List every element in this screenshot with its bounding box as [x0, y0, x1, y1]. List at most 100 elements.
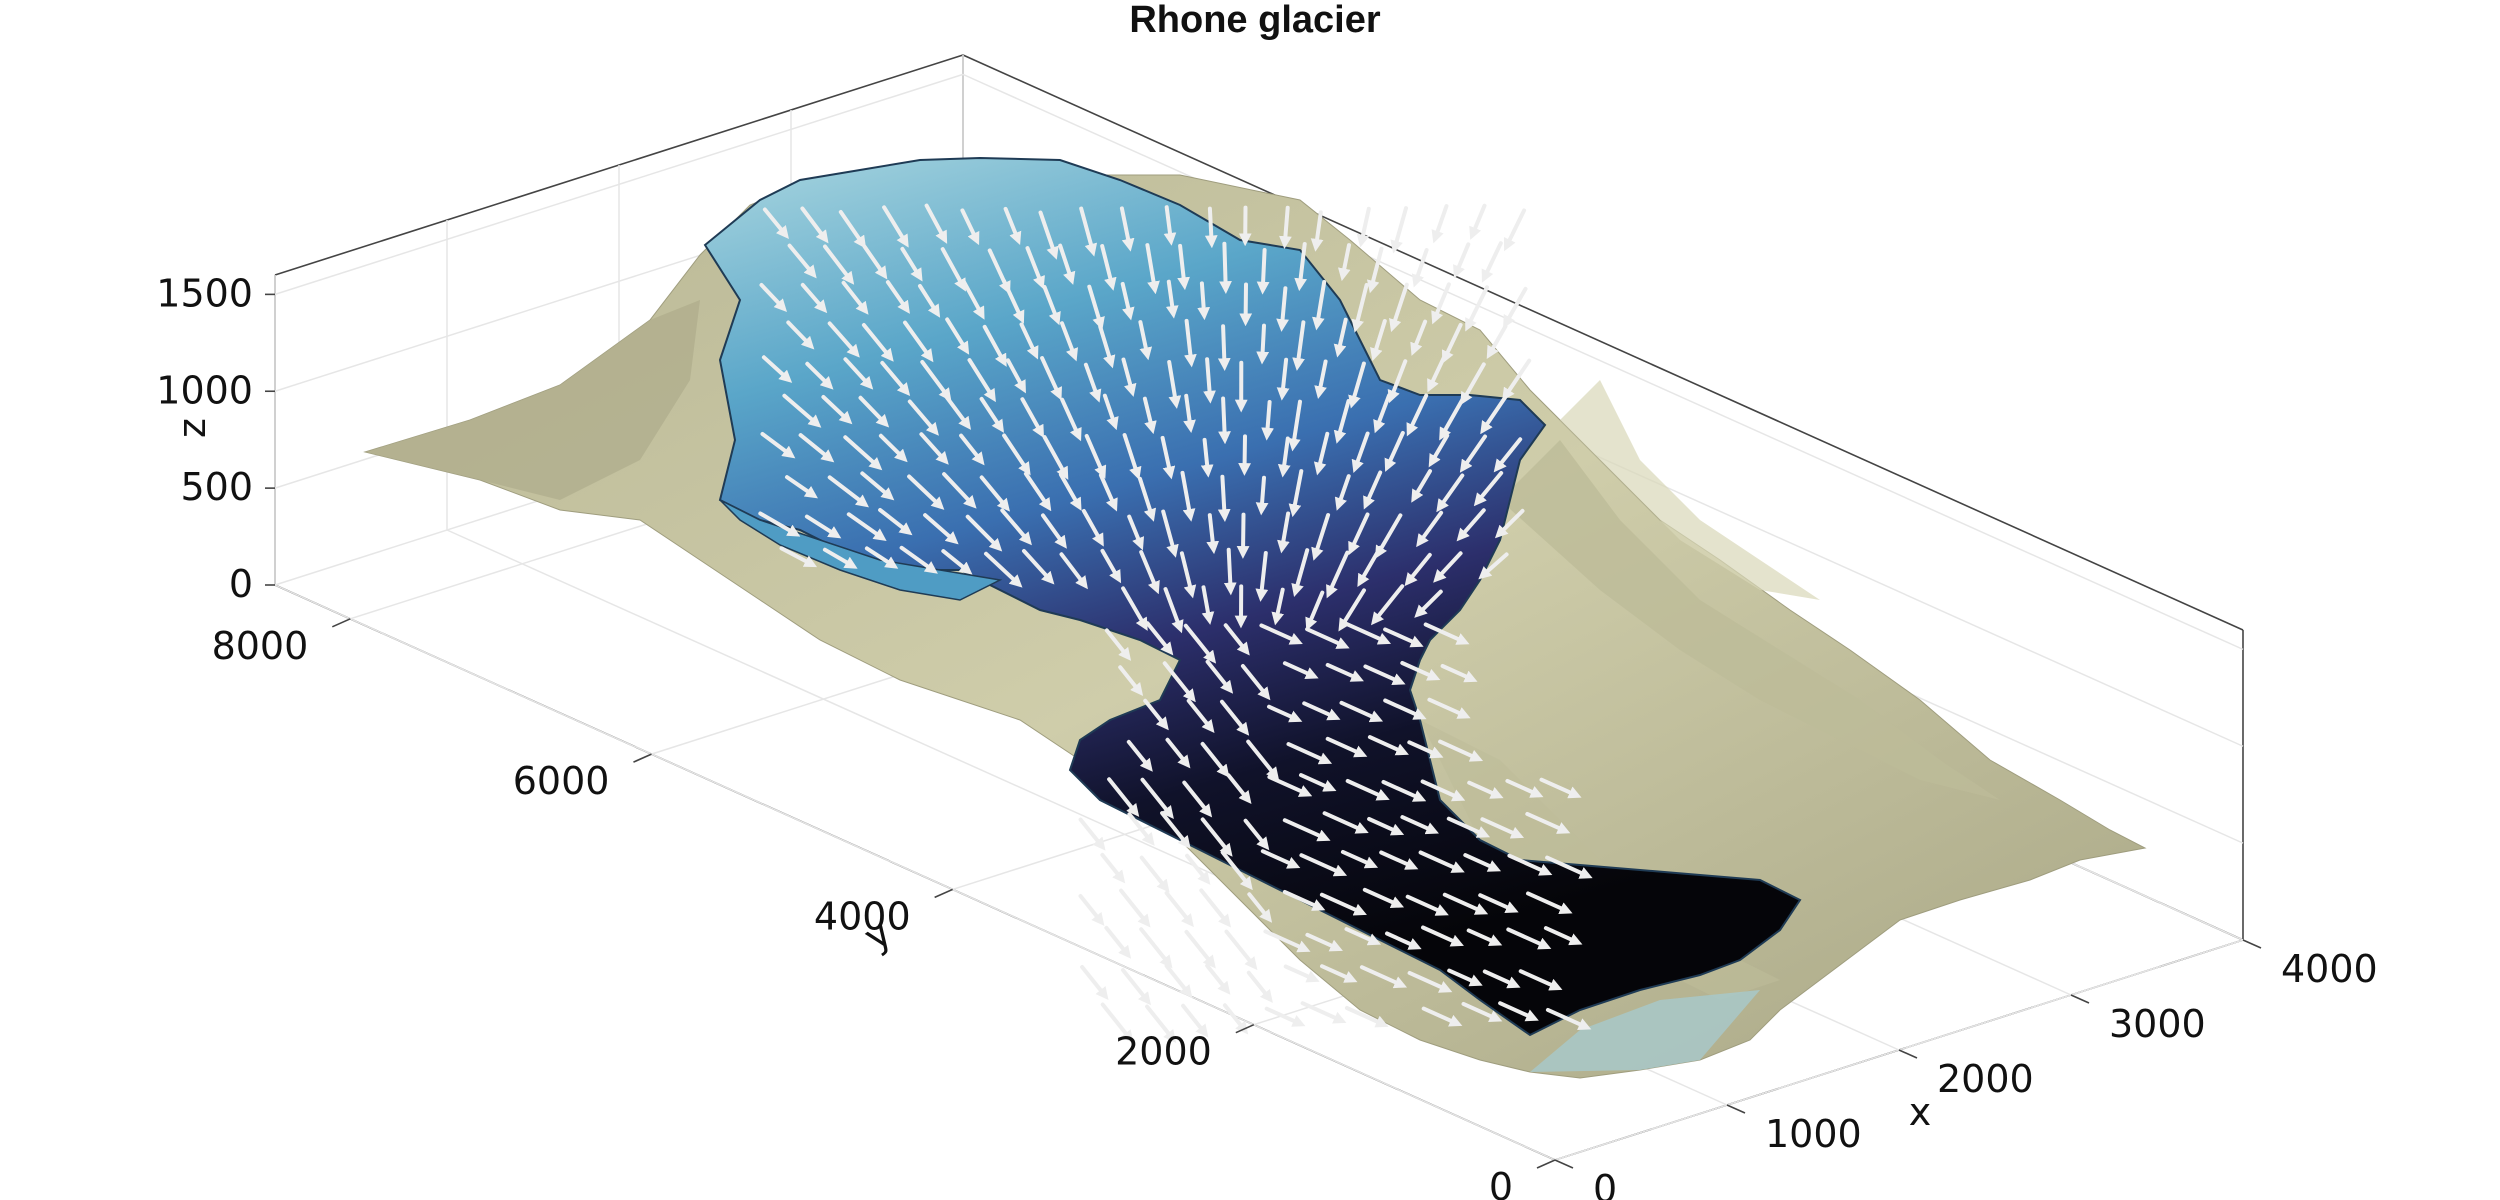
velocity-arrow	[1142, 396, 1157, 435]
velocity-arrow	[762, 207, 789, 239]
velocity-arrow	[1320, 964, 1358, 983]
velocity-arrow	[1121, 968, 1151, 1006]
velocity-arrow	[1179, 551, 1197, 599]
velocity-arrow	[1390, 206, 1408, 254]
velocity-arrow	[1119, 206, 1135, 252]
velocity-arrow	[1460, 362, 1486, 406]
velocity-arrow	[1161, 509, 1179, 558]
velocity-arrow	[1160, 435, 1176, 480]
velocity-arrow	[1259, 623, 1303, 645]
velocity-arrow	[1200, 437, 1214, 478]
velocity-arrow	[1310, 210, 1324, 252]
velocity-arrow	[1502, 358, 1532, 401]
velocity-arrow	[1164, 891, 1194, 928]
velocity-arrow	[900, 246, 923, 282]
velocity-arrow	[1186, 698, 1215, 733]
velocity-arrow	[1357, 545, 1383, 588]
velocity-arrow	[1038, 210, 1059, 260]
velocity-arrow	[924, 203, 948, 244]
velocity-arrow	[1438, 739, 1484, 762]
velocity-arrow	[1145, 1004, 1177, 1043]
velocity-arrow	[1411, 248, 1429, 288]
velocity-arrow	[1299, 773, 1337, 792]
velocity-arrow	[1261, 400, 1274, 441]
velocity-arrow	[1311, 513, 1331, 561]
velocity-arrow	[1325, 736, 1368, 758]
velocity-arrow	[1104, 628, 1132, 661]
velocity-arrow	[1201, 585, 1215, 625]
velocity-arrow	[1276, 357, 1290, 401]
velocity-arrow	[1469, 203, 1487, 240]
velocity-arrow	[1486, 324, 1508, 360]
velocity-arrow	[1200, 817, 1233, 857]
velocity-arrow	[1100, 548, 1122, 584]
velocity-arrow	[759, 283, 787, 312]
velocity-arrow	[1423, 622, 1470, 645]
velocity-arrow	[1427, 355, 1446, 393]
velocity-arrow	[1217, 324, 1231, 371]
velocity-arrow	[1348, 361, 1366, 409]
z-gridline	[274, 73, 964, 296]
velocity-arrow	[1119, 888, 1151, 928]
velocity-arrow	[1447, 968, 1483, 987]
velocity-arrow	[1081, 509, 1104, 547]
velocity-arrow	[1287, 399, 1302, 452]
velocity-arrow	[1351, 283, 1369, 333]
z-tick-label: 500	[180, 465, 253, 509]
velocity-arrow	[1371, 584, 1405, 626]
velocity-arrow	[1384, 431, 1405, 472]
velocity-arrow	[1182, 780, 1213, 818]
velocity-arrow	[1351, 431, 1370, 474]
velocity-arrow	[1163, 205, 1177, 246]
y-tick-label: 6000	[513, 759, 610, 803]
velocity-arrow	[1167, 360, 1182, 409]
velocity-arrow	[1421, 1006, 1463, 1027]
velocity-arrow	[1083, 362, 1102, 403]
velocity-arrow	[1080, 965, 1109, 1000]
velocity-arrow	[1181, 1003, 1209, 1038]
velocity-arrow	[1020, 397, 1045, 438]
velocity-arrow	[779, 546, 818, 568]
velocity-arrow	[1126, 739, 1153, 772]
z-tick-label: 1000	[156, 368, 253, 412]
velocity-arrow	[1143, 698, 1169, 731]
velocity-arrow	[1302, 701, 1341, 721]
x-axis: 0 1000 2000 3000 4000	[1554, 939, 2378, 1200]
velocity-arrow	[1418, 850, 1465, 873]
velocity-arrow	[1414, 589, 1443, 618]
y-tick	[1536, 1159, 1556, 1169]
velocity-arrow	[1121, 357, 1137, 397]
velocity-arrow	[1305, 590, 1325, 631]
velocity-arrow	[1389, 282, 1409, 333]
velocity-arrow	[1102, 393, 1119, 431]
velocity-arrow	[1218, 396, 1231, 445]
velocity-arrow	[1003, 206, 1022, 245]
velocity-arrow	[984, 551, 1023, 588]
velocity-arrow	[1381, 780, 1427, 802]
velocity-arrow	[1463, 853, 1502, 872]
velocity-arrow	[786, 320, 815, 350]
velocity-arrow	[1163, 587, 1184, 634]
velocity-arrow	[785, 475, 818, 499]
velocity-arrow	[941, 549, 973, 575]
velocity-arrow	[1042, 284, 1061, 326]
velocity-arrow	[1400, 661, 1441, 681]
velocity-arrow	[960, 208, 980, 246]
velocity-arrow	[1503, 286, 1528, 329]
velocity-arrow	[1256, 323, 1270, 365]
velocity-arrow	[1465, 285, 1489, 332]
z-tick-label: 0	[229, 562, 253, 606]
velocity-arrow	[798, 433, 835, 463]
velocity-arrow	[1288, 469, 1304, 518]
velocity-arrow	[1366, 246, 1384, 294]
velocity-arrow	[758, 511, 801, 537]
velocity-arrow	[1139, 927, 1173, 969]
velocity-arrow	[1400, 815, 1439, 835]
velocity-arrow	[1226, 773, 1252, 805]
velocity-arrow	[1340, 849, 1379, 869]
z-axis-label: z	[170, 418, 214, 438]
velocity-arrow	[827, 475, 869, 508]
velocity-arrow	[1121, 586, 1148, 631]
velocity-arrow	[1041, 513, 1067, 549]
velocity-arrow	[1220, 699, 1250, 736]
